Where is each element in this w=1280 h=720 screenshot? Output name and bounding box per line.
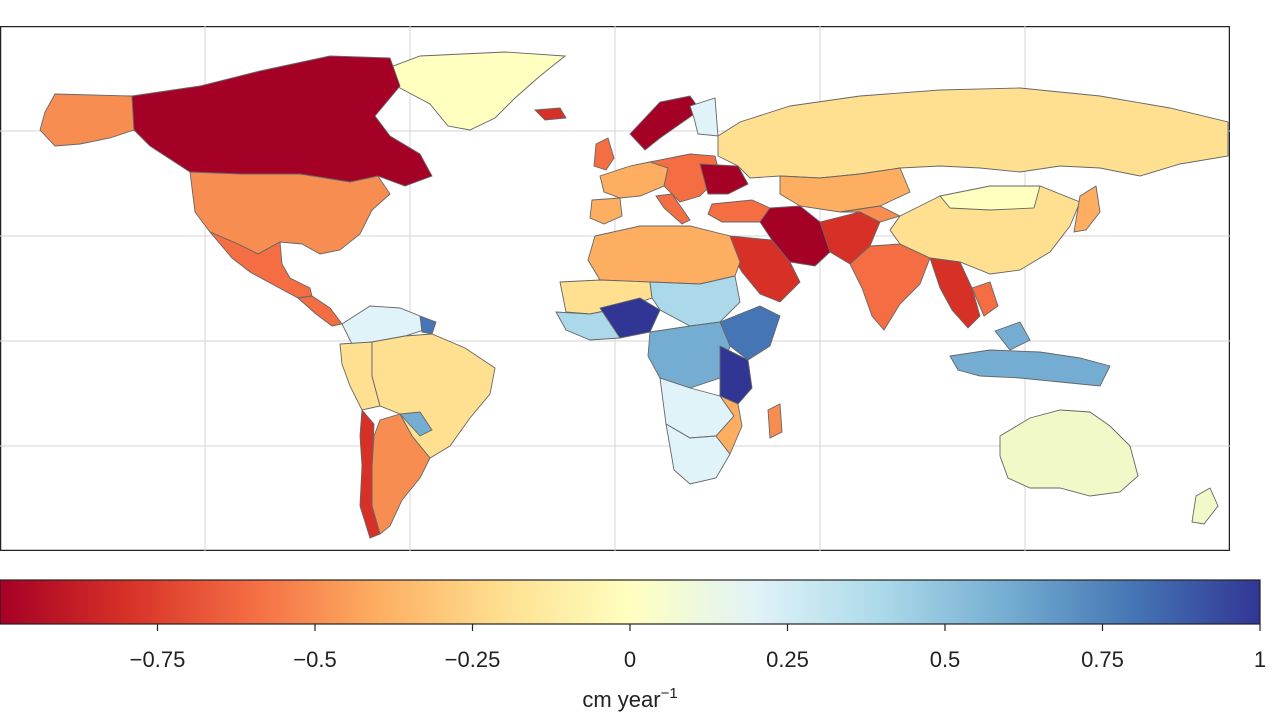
colorbar-ticks: −0.75 −0.5 −0.25 0 0.25 0.5 0.75 1	[130, 624, 1266, 672]
region-mozambique	[715, 394, 743, 455]
africa	[555, 225, 783, 485]
region-greenland	[370, 51, 567, 131]
region-new-zealand	[1191, 487, 1219, 525]
world-map	[0, 26, 1230, 551]
region-southeast-asia	[929, 257, 981, 329]
colorbar-tick-label: 0	[624, 647, 636, 672]
region-brazil	[371, 333, 496, 459]
region-indochina	[971, 281, 999, 317]
colorbar-gradient	[0, 579, 1261, 625]
region-central-asia	[839, 205, 902, 223]
region-indonesia	[949, 349, 1111, 387]
region-scandinavia	[629, 95, 701, 151]
oceania	[999, 409, 1219, 525]
region-italy	[655, 193, 691, 225]
region-iran	[759, 205, 831, 267]
region-japan	[1073, 185, 1101, 233]
region-uk	[593, 137, 615, 171]
region-kazakhstan	[779, 167, 911, 213]
asia	[717, 87, 1229, 387]
region-nigeria	[599, 297, 661, 339]
colorbar-tick-label: −0.75	[130, 647, 186, 672]
europe	[533, 95, 771, 225]
region-mexico	[209, 231, 313, 299]
region-madagascar	[767, 403, 783, 439]
region-chile	[359, 408, 381, 539]
colorbar-tick-label: 0.75	[1081, 647, 1124, 672]
region-finland	[689, 97, 719, 137]
south-america	[339, 305, 496, 539]
region-india	[849, 243, 931, 331]
colorbar-tick-label: −0.5	[293, 647, 336, 672]
region-iceland	[533, 107, 567, 121]
colorbar-tick-label: 0.25	[766, 647, 809, 672]
colorbar-tick-label: 1	[1254, 647, 1266, 672]
region-iberia	[589, 197, 623, 225]
colorbar-unit-label: cm year−1	[582, 685, 677, 712]
region-australia	[999, 409, 1139, 497]
region-southern-africa	[665, 423, 731, 485]
colorbar-tick-label: −0.25	[445, 647, 501, 672]
region-mongolia	[939, 185, 1041, 211]
region-north-africa	[587, 225, 741, 285]
colorbar-tick-label: 0.5	[930, 647, 961, 672]
region-ukraine-balkans	[699, 163, 749, 195]
region-borneo	[994, 321, 1031, 351]
north-america	[39, 51, 567, 327]
region-bolivia-paraguay	[399, 411, 433, 437]
colorbar: −0.75 −0.5 −0.25 0 0.25 0.5 0.75 1 cm year−1	[0, 579, 1266, 712]
